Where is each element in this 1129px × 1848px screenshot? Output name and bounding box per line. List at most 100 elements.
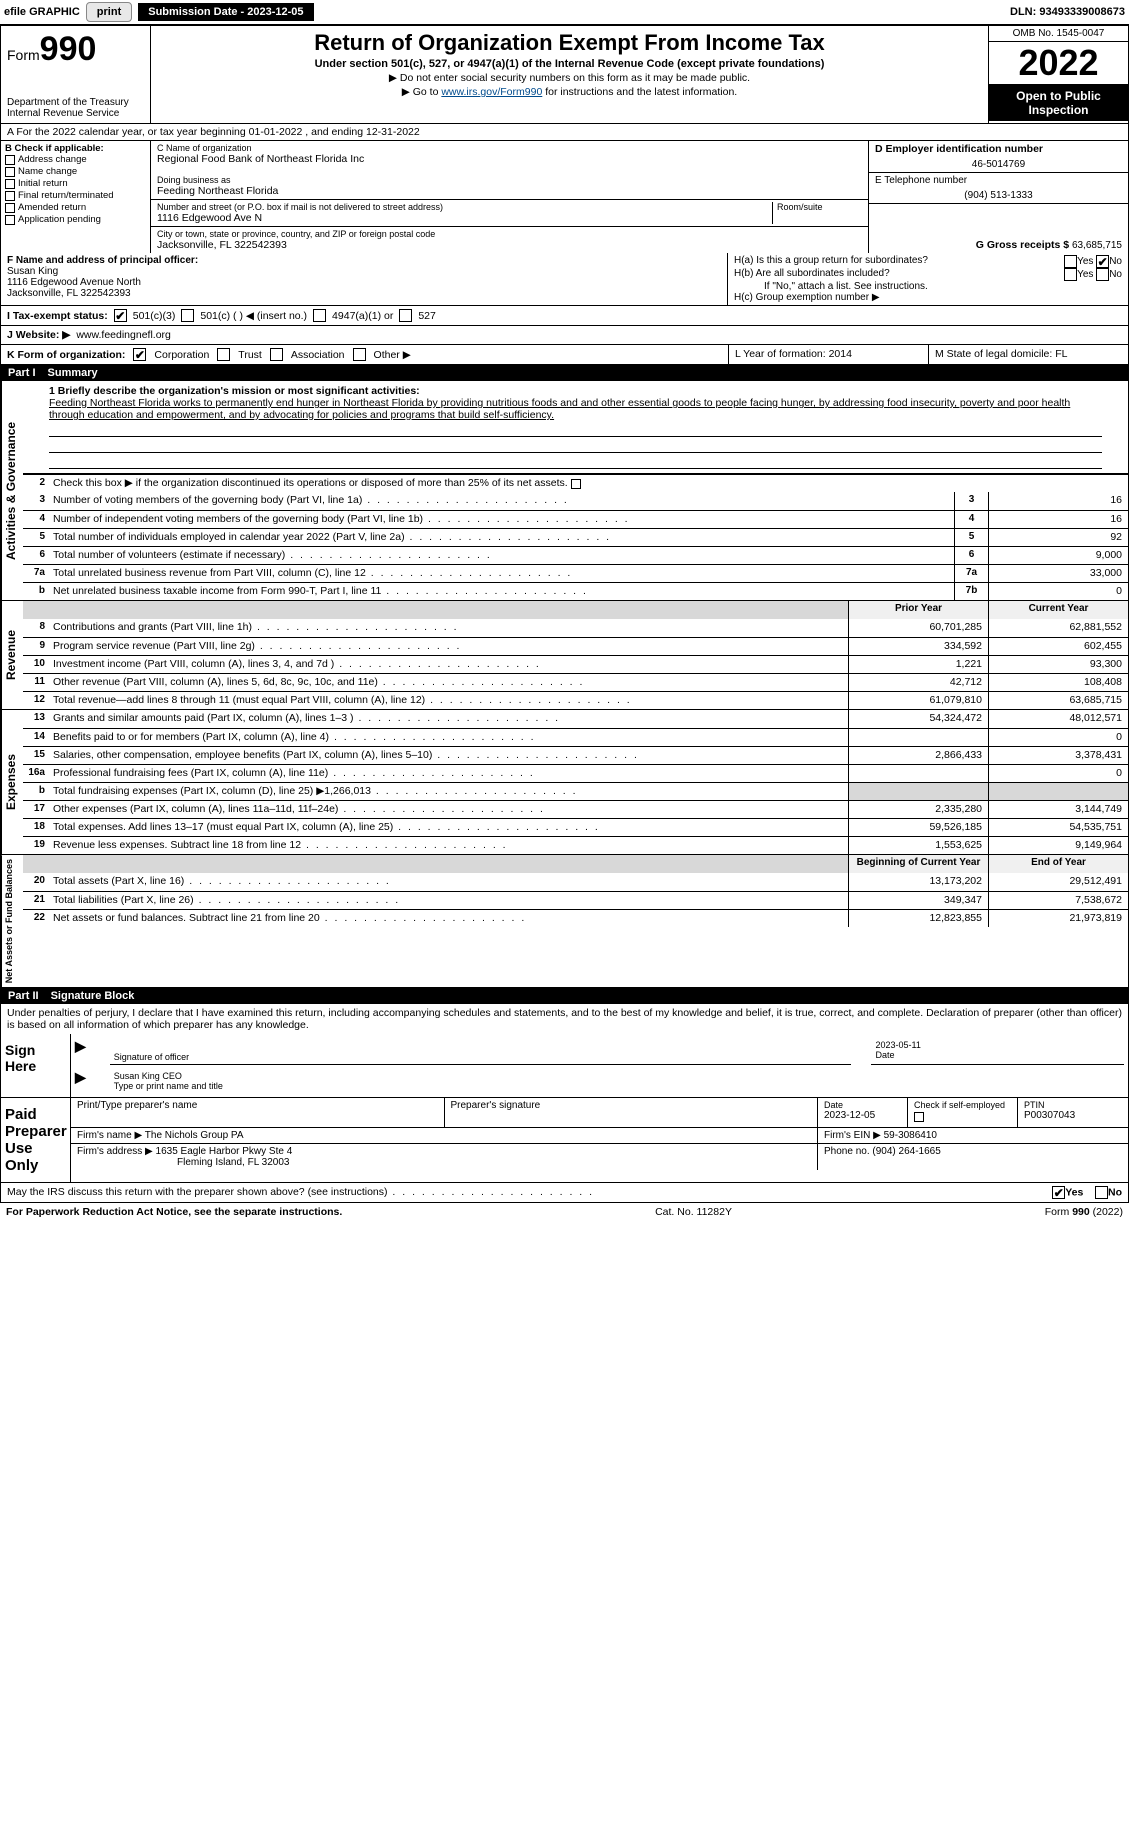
phone-value: (904) 513-1333 [875,190,1122,201]
exp-num-15: 15 [23,747,49,764]
section-rev: Revenue Prior Year Current Year 8Contrib… [1,600,1128,709]
colb-checkbox-4[interactable] [5,203,15,213]
j-label: J Website: ▶ [7,329,70,341]
rev-curr-8: 62,881,552 [988,619,1128,637]
nah-blank2 [49,855,848,873]
side-na: Net Assets or Fund Balances [1,855,23,987]
colb-opt-0: Address change [5,154,146,165]
dba-label: Doing business as [157,175,862,185]
form-prefix: Form [7,47,40,63]
sig-date-lbl: Date [875,1050,894,1060]
city-value: Jacksonville, FL 322542393 [157,239,862,251]
open-public: Open to Public Inspection [989,85,1128,121]
city-label: City or town, state or province, country… [157,229,862,239]
colb-checkbox-5[interactable] [5,215,15,225]
ag-box-7a: 7a [954,565,988,582]
city-cell: City or town, state or province, country… [151,227,868,253]
footer-last: For Paperwork Reduction Act Notice, see … [0,1203,1129,1221]
addr2-val: Fleming Island, FL 32003 [177,1157,289,1168]
blank-line2 [49,439,1102,453]
exp-txt-19: Revenue less expenses. Subtract line 18 … [49,837,848,854]
ag-txt-4: Number of independent voting members of … [49,511,954,528]
irs-link[interactable]: www.irs.gov/Form990 [441,86,542,98]
part2-header: Part II Signature Block [0,988,1129,1004]
chk-501c[interactable] [181,309,194,322]
ag-line-5: 5Total number of individuals employed in… [23,528,1128,546]
signer-name-lbl: Type or print name and title [114,1081,223,1091]
na-curr-22: 21,973,819 [988,910,1128,927]
na-txt-22: Net assets or fund balances. Subtract li… [49,910,848,927]
colb-checkbox-3[interactable] [5,191,15,201]
exp-line-13: 13Grants and similar amounts paid (Part … [23,710,1128,728]
exp-body: 13Grants and similar amounts paid (Part … [23,710,1128,854]
part1-header: Part I Summary [0,365,1129,381]
l-cell: L Year of formation: 2014 [728,345,928,364]
self-emp-checkbox[interactable] [914,1112,924,1122]
sig-name-cell: Susan King CEO Type or print name and ti… [110,1069,1124,1093]
chk-other[interactable] [353,348,366,361]
i-row: I Tax-exempt status: ✔501(c)(3) 501(c) (… [0,306,1129,326]
ln2-txt: Check this box ▶ if the organization dis… [49,475,1128,492]
ha-label: H(a) Is this a group return for subordin… [734,255,928,268]
current-year-hdr: Current Year [988,601,1128,619]
rev-curr-10: 93,300 [988,656,1128,673]
prep-name-hdr: Print/Type preparer's name [71,1098,445,1127]
phone-val: (904) 264-1665 [872,1146,940,1157]
ptin-lbl: PTIN [1024,1100,1122,1110]
chk-527[interactable] [399,309,412,322]
discuss-no-checkbox[interactable] [1095,1186,1108,1199]
g-label: G Gross receipts $ [976,239,1069,251]
print-button[interactable]: print [86,2,132,22]
hb-yes-checkbox[interactable] [1064,268,1077,281]
ag-box-3: 3 [954,492,988,510]
chk-assoc[interactable] [270,348,283,361]
rev-curr-9: 602,455 [988,638,1128,655]
ln2-text: Check this box ▶ if the organization dis… [53,477,568,489]
colb-checkbox-2[interactable] [5,179,15,189]
rev-line-12: 12Total revenue—add lines 8 through 11 (… [23,691,1128,709]
exp-curr-b [988,783,1128,800]
briefly-block: 1 Briefly describe the organization's mi… [23,381,1128,474]
chk-501c3[interactable]: ✔ [114,309,127,322]
exp-prior-18: 59,526,185 [848,819,988,836]
ha-no-checkbox[interactable]: ✔ [1096,255,1109,268]
header-right: OMB No. 1545-0047 2022 Open to Public In… [988,26,1128,123]
discuss-row: May the IRS discuss this return with the… [0,1183,1129,1203]
na-prior-21: 349,347 [848,892,988,909]
exp-txt-17: Other expenses (Part IX, column (A), lin… [49,801,848,818]
ha-yes-checkbox[interactable] [1064,255,1077,268]
chk-trust[interactable] [217,348,230,361]
ag-box-5: 5 [954,529,988,546]
section-ag: Activities & Governance 1 Briefly descri… [1,381,1128,600]
rev-prior-11: 42,712 [848,674,988,691]
na-line-20: 20Total assets (Part X, line 16)13,173,2… [23,873,1128,891]
pra-notice: For Paperwork Reduction Act Notice, see … [6,1206,342,1218]
chk-corp[interactable]: ✔ [133,348,146,361]
rh-blank2 [49,601,848,619]
exp-prior-13: 54,324,472 [848,710,988,728]
colb-checkbox-0[interactable] [5,155,15,165]
hb-answer: Yes No [1064,268,1122,281]
rev-curr-12: 63,685,715 [988,692,1128,709]
exp-curr-15: 3,378,431 [988,747,1128,764]
blank-line1 [49,423,1102,437]
chk-4947[interactable] [313,309,326,322]
ag-val-b: 0 [988,583,1128,600]
hb-no-checkbox[interactable] [1096,268,1109,281]
colb-opt-4: Amended return [5,202,146,213]
ag-val-7a: 33,000 [988,565,1128,582]
form-header: Form990 Department of the Treasury Inter… [0,25,1129,124]
sig-officer-cell[interactable]: Signature of officer [110,1038,852,1065]
ln2-checkbox[interactable] [571,479,581,489]
discuss-yes: Yes [1065,1186,1083,1198]
firm-addr-cell: Firm's address ▶ 1635 Eagle Harbor Pkwy … [71,1144,818,1170]
sig-date-val: 2023-05-11 [875,1040,1120,1050]
ag-body: 1 Briefly describe the organization's mi… [23,381,1128,600]
rev-txt-9: Program service revenue (Part VIII, line… [49,638,848,655]
na-curr-21: 7,538,672 [988,892,1128,909]
m-cell: M State of legal domicile: FL [928,345,1128,364]
discuss-yes-checkbox[interactable]: ✔ [1052,1186,1065,1199]
colb-checkbox-1[interactable] [5,167,15,177]
discuss-answer: ✔Yes No [1052,1186,1122,1199]
ag-num-b: b [23,583,49,600]
